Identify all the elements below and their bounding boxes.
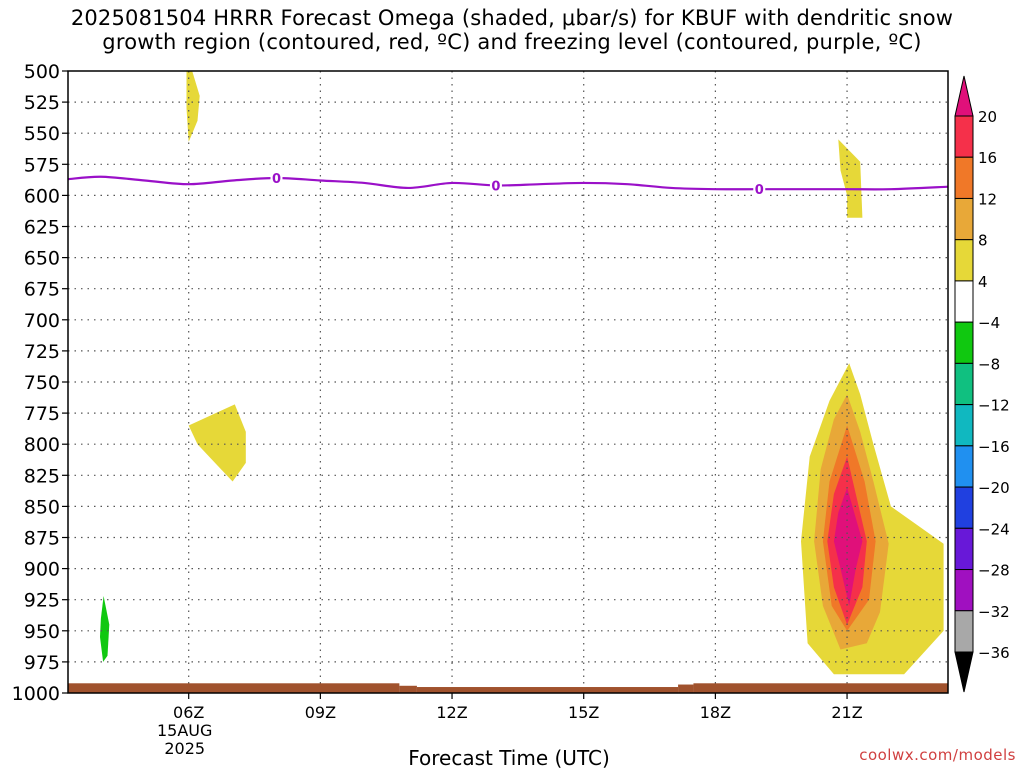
colorbar-band <box>954 610 974 653</box>
chart-title: 2025081504 HRRR Forecast Omega (shaded, … <box>0 6 1024 54</box>
y-tick-label: 775 <box>24 403 60 425</box>
upper-yellow-blob <box>186 71 200 142</box>
y-tick-label: 875 <box>24 528 60 550</box>
colorbar-label: 20 <box>978 108 997 126</box>
y-tick-label: 650 <box>24 248 60 270</box>
colorbar-label: 4 <box>978 273 988 291</box>
y-tick-label: 525 <box>24 92 60 114</box>
colorbar-label: −24 <box>978 520 1010 538</box>
x-tick-label: 18Z <box>700 703 731 722</box>
y-tick-label: 600 <box>24 185 60 207</box>
surface-bar-segment <box>693 683 948 693</box>
site-credit: coolwx.com/models <box>859 746 1016 764</box>
colorbar-label: −28 <box>978 562 1010 580</box>
freezing-level-contour: 0 0 0 <box>67 169 949 198</box>
colorbar-label: −12 <box>978 397 1010 415</box>
y-tick-label: 950 <box>24 621 60 643</box>
colorbar-band <box>954 321 974 364</box>
x-axis-label: Forecast Time (UTC) <box>408 746 610 768</box>
colorbar-band <box>954 197 974 241</box>
colorbar-band <box>954 156 974 199</box>
freezing-label-bg <box>753 181 766 198</box>
freezing-level-label: 0 <box>491 179 500 194</box>
y-tick-label: 725 <box>24 341 60 363</box>
plot-area <box>68 71 948 693</box>
colorbar-band <box>954 445 974 488</box>
y-tick-label: 1000 <box>12 683 60 705</box>
colorbar-label: −4 <box>978 314 1000 332</box>
x-tick-label: 09Z <box>305 703 336 722</box>
colorbar-label: −32 <box>978 603 1010 621</box>
x-tick-label: 15Z <box>568 703 599 722</box>
colorbar-top-arrow <box>954 75 974 117</box>
colorbar-band <box>954 239 974 282</box>
x-tick-label: 06Z <box>173 703 204 722</box>
x-tick-label: 12Z <box>436 703 467 722</box>
colorbar-label: 12 <box>978 190 997 208</box>
y-tick-label: 700 <box>24 310 60 332</box>
chart-title-line-1: 2025081504 HRRR Forecast Omega (shaded, … <box>70 6 954 30</box>
colorbar: 20 16 12 8 4 −4 −8 −12 −16 −20 −24 −28 −32 −36 <box>954 75 1010 693</box>
freezing-level-label: 0 <box>755 183 764 198</box>
freezing-level-label: 0 <box>272 172 281 187</box>
y-tick-label: 500 <box>24 61 60 83</box>
y-tick-label: 925 <box>24 590 60 612</box>
surface-bar <box>68 683 948 693</box>
colorbar-label: 8 <box>978 232 988 250</box>
storm-20plus <box>833 487 863 606</box>
y-axis: 500 525 550 575 600 625 650 675 700 725 750 775 800 8… <box>12 61 68 705</box>
colorbar-band <box>954 569 974 612</box>
surface-bar-segment <box>399 685 417 693</box>
y-tick-label: 975 <box>24 652 60 674</box>
y-tick-label: 675 <box>24 279 60 301</box>
colorbar-band <box>954 404 974 447</box>
colorbar-band <box>954 362 974 406</box>
y-tick-label: 750 <box>24 372 60 394</box>
y-tick-label: 575 <box>24 154 60 176</box>
y-tick-label: 800 <box>24 434 60 456</box>
surface-bar-segment <box>678 684 694 693</box>
colorbar-label: −36 <box>978 644 1010 662</box>
colorbar-band <box>954 115 974 158</box>
x-tick-date: 15AUG <box>157 721 212 740</box>
y-tick-label: 850 <box>24 496 60 518</box>
y-tick-label: 625 <box>24 217 60 239</box>
omega-shading <box>100 71 944 675</box>
freezing-label-bg <box>489 177 502 194</box>
colorbar-label: −20 <box>978 479 1010 497</box>
right-top-yellow <box>838 139 863 218</box>
colorbar-bottom-arrow <box>954 651 974 693</box>
x-tick-label: 21Z <box>831 703 862 722</box>
colorbar-label: 16 <box>978 149 997 167</box>
y-tick-label: 550 <box>24 123 60 145</box>
colorbar-label: −8 <box>978 355 1000 373</box>
y-tick-label: 900 <box>24 559 60 581</box>
colorbar-label: −16 <box>978 438 1010 456</box>
x-tick-year: 2025 <box>164 739 205 758</box>
freezing-label-bg <box>270 169 283 186</box>
mid-yellow-blob <box>188 404 246 482</box>
colorbar-band <box>954 486 974 529</box>
green-blob <box>100 596 110 662</box>
surface-bar-segment <box>68 683 400 693</box>
surface-bar-segment <box>416 687 679 693</box>
colorbar-band <box>954 280 974 323</box>
colorbar-band <box>954 527 974 571</box>
y-tick-label: 825 <box>24 465 60 487</box>
chart-title-line-2: growth region (contoured, red, ºC) and f… <box>102 30 922 54</box>
